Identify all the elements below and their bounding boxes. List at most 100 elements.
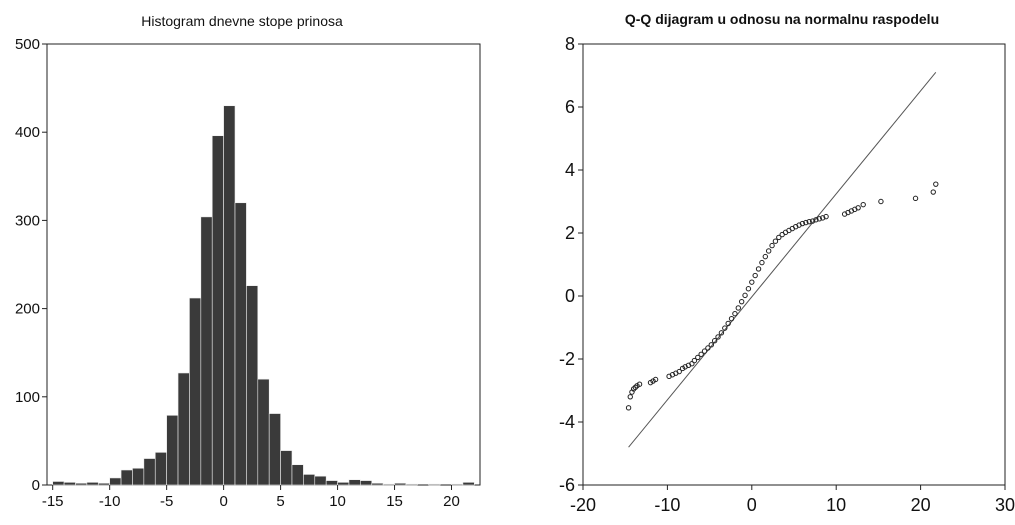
histogram-x-tick-label: 5 (276, 493, 284, 510)
qq-point (813, 217, 819, 223)
histogram-title: Histogram dnevne stope prinosa (141, 13, 343, 29)
histogram-bar (109, 477, 122, 486)
histogram-x-tick-label: -10 (99, 493, 121, 510)
histogram-bar (405, 483, 418, 486)
histogram-x-tick-label: -15 (42, 493, 64, 510)
qq-point (728, 315, 735, 322)
qq-x-tick-label: -20 (570, 495, 596, 515)
histogram-bar (268, 413, 281, 486)
qq-y-tick-label: 8 (565, 34, 575, 54)
qq-point (636, 381, 643, 387)
qq-point (705, 345, 711, 351)
qq-plot-chart: Q-Q dijagram u odnosu na normalnu raspod… (559, 11, 1015, 515)
histogram-bar (280, 450, 293, 486)
qq-point (912, 195, 919, 202)
histogram-bar (428, 483, 441, 486)
qq-reference-line-group (628, 72, 937, 448)
qq-y-tick-label: 2 (565, 223, 575, 243)
histogram-y-tick-label: 300 (15, 212, 40, 229)
qq-point (652, 376, 659, 383)
histogram-y-tick-label: 500 (15, 36, 40, 53)
qq-point (933, 181, 939, 187)
histogram-y-tick-label: 100 (15, 389, 40, 406)
histogram-bar (120, 469, 133, 486)
histogram-bar (223, 105, 236, 486)
histogram-y-tick-label: 200 (15, 301, 40, 318)
qq-x-tick-label: 20 (911, 495, 931, 515)
histogram-bar (143, 458, 156, 486)
qq-point (742, 292, 748, 299)
qq-point (860, 201, 866, 208)
qq-x-tick-label: 30 (995, 495, 1015, 515)
histogram-bar (314, 475, 327, 486)
qq-y-tick-label: -6 (559, 475, 575, 495)
qq-point (752, 272, 758, 279)
histogram-bar (211, 135, 224, 486)
histogram-bar (166, 415, 179, 486)
histogram-bar (360, 480, 373, 486)
histogram-bar (97, 482, 110, 486)
histogram-bar (63, 482, 76, 486)
histogram-bar (75, 482, 88, 486)
qq-plot-title: Q-Q dijagram u odnosu na normalnu raspod… (625, 11, 939, 27)
qq-point (776, 234, 782, 241)
qq-point (806, 218, 812, 225)
qq-y-tick-label: -2 (559, 349, 575, 369)
histogram-bar (371, 482, 384, 486)
qq-point (718, 330, 725, 336)
qq-point (749, 279, 755, 285)
qq-x-tick-label: 10 (826, 495, 846, 515)
histogram-bar (291, 464, 304, 486)
qq-point (625, 405, 632, 411)
qq-point (809, 218, 816, 224)
histogram-x-tick-label: 0 (219, 493, 227, 510)
qq-point (755, 266, 762, 272)
qq-reference-line (628, 72, 937, 448)
histogram-bar (132, 467, 145, 486)
histogram-bar (200, 216, 213, 486)
qq-y-tick-label: 4 (565, 160, 575, 180)
histogram-bar (382, 483, 395, 486)
qq-point (816, 216, 823, 222)
qq-point (765, 248, 772, 254)
qq-point (715, 334, 721, 340)
histogram-bar (86, 482, 99, 486)
qq-point (732, 310, 738, 317)
qq-point (689, 361, 695, 367)
histogram-x-tick-label: 15 (386, 493, 403, 510)
histogram-y-tick-label: 400 (15, 124, 40, 141)
histogram-bar (337, 482, 350, 486)
qq-point (803, 219, 809, 226)
histogram-y-tick-label: 0 (32, 477, 40, 494)
qq-x-tick-label: 0 (747, 495, 757, 515)
qq-y-tick-label: -4 (559, 412, 575, 432)
qq-point (799, 220, 806, 227)
qq-point (855, 205, 861, 211)
histogram-x-tick-label: 10 (329, 493, 346, 510)
qq-plot-frame (582, 43, 1006, 486)
qq-point (676, 368, 682, 375)
histogram-bar (177, 372, 190, 486)
histogram-x-tick-label: -5 (160, 493, 173, 510)
histogram-bars (52, 105, 475, 486)
qq-point (698, 351, 704, 357)
histogram-x-tick-label: 20 (443, 493, 460, 510)
histogram-bar (189, 297, 202, 486)
histogram-bar (52, 481, 65, 486)
qq-point (745, 286, 752, 292)
qq-point (627, 394, 633, 400)
qq-point (769, 242, 775, 249)
histogram-bar (234, 202, 247, 486)
qq-point (735, 305, 741, 311)
qq-point (762, 253, 769, 260)
histogram-bar (303, 474, 316, 486)
histogram-bar (462, 482, 475, 486)
qq-point (695, 354, 701, 361)
histogram-chart: Histogram dnevne stope prinosa -15 -10 -5 0… (15, 13, 481, 510)
qq-point (819, 215, 826, 221)
qq-point (691, 357, 698, 364)
qq-points (625, 181, 939, 411)
qq-point (759, 259, 765, 266)
qq-point (722, 325, 728, 331)
